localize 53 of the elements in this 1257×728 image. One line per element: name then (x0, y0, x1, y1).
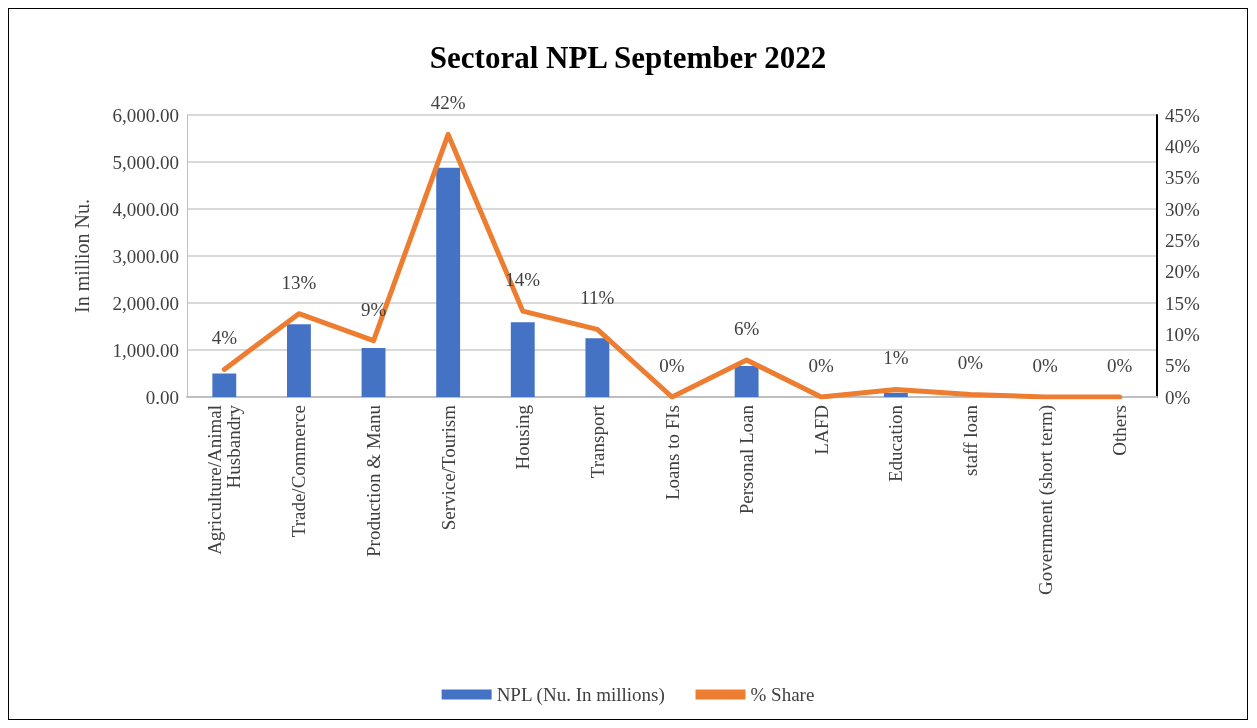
bar (212, 373, 237, 397)
x-tick-label: Agriculture/Animal Husbandry (204, 404, 245, 555)
data-label: 0% (957, 352, 984, 374)
y2-tick-label: 30% (1165, 198, 1200, 220)
y2-tick-label: 0% (1165, 386, 1191, 408)
bar (585, 338, 610, 397)
x-tick-label: Education (885, 404, 907, 483)
x-tick-label: Loans to FIs (661, 405, 683, 500)
x-tick-label: Service/Tourism (437, 404, 459, 531)
data-label: 0% (1107, 355, 1133, 376)
data-label: 13% (281, 271, 317, 293)
y2-tick-label: 40% (1165, 135, 1200, 157)
x-tick-label: Trade/Commerce (288, 405, 310, 538)
data-label: 0% (808, 355, 835, 376)
data-label: 0% (659, 355, 685, 376)
y-tick-label: 6,000.00 (112, 104, 179, 126)
bar (286, 324, 311, 397)
data-label: 1% (883, 347, 909, 369)
data-label: 4% (211, 327, 238, 349)
bar (361, 348, 386, 397)
x-tick-label: Production & Manu (363, 404, 385, 557)
x-tick-label: staff loan (959, 404, 981, 476)
data-label: 6% (733, 318, 760, 340)
y-tick-label: 1,000.00 (112, 339, 179, 361)
x-tick-label: Transport (586, 404, 608, 479)
y2-tick-label: 20% (1165, 261, 1200, 283)
y2-tick-label: 35% (1165, 167, 1200, 189)
y2-tick-label: 45% (1165, 104, 1200, 126)
y-tick-label: 5,000.00 (112, 151, 179, 173)
x-tick-label: Others (1109, 405, 1131, 456)
data-label: 42% (430, 92, 466, 114)
y-tick-label: 3,000.00 (112, 245, 179, 267)
x-tick-label: Housing (512, 404, 534, 470)
y-tick-label: 4,000.00 (112, 198, 179, 220)
bar (734, 365, 759, 397)
y-tick-label: 0.00 (145, 386, 179, 408)
legend-label: NPL (Nu. In millions) (496, 684, 665, 706)
x-tick-label: LAFD (810, 405, 832, 455)
x-tick-label: Government (short term) (1034, 405, 1057, 595)
y2-tick-label: 10% (1165, 323, 1200, 345)
y2-tick-label: 15% (1165, 292, 1200, 314)
bar (883, 392, 908, 397)
y2-tick-label: 5% (1165, 355, 1191, 377)
data-label: 11% (580, 287, 615, 309)
x-tick-label: Personal Loan (736, 404, 758, 515)
y2-tick-label: 25% (1165, 229, 1200, 251)
data-label: 0% (1032, 355, 1058, 376)
y-axis-title: In million Nu. (71, 199, 93, 313)
bar (436, 167, 461, 397)
bar (510, 322, 535, 397)
y-tick-label: 2,000.00 (112, 292, 179, 314)
chart-title: Sectoral NPL September 2022 (429, 40, 827, 75)
legend-label: % Share (750, 684, 815, 705)
